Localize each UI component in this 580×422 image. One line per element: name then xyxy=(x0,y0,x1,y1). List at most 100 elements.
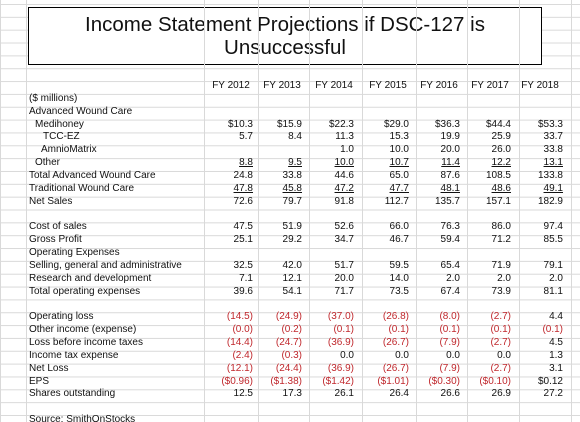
cell-value: 12.1 xyxy=(282,272,302,284)
cell-value: 14.0 xyxy=(389,272,409,284)
cell-value: $29.0 xyxy=(383,118,409,130)
row-label: Income tax expense xyxy=(29,349,119,361)
cell-value: 2.0 xyxy=(549,272,563,284)
cell-value: 44.6 xyxy=(334,169,354,181)
cell-value: 11.3 xyxy=(335,131,354,143)
cell-value: 25.9 xyxy=(491,131,511,143)
row-label: Other income (expense) xyxy=(29,324,137,336)
cell-value: 33.8 xyxy=(282,169,302,181)
column-header: FY 2014 xyxy=(315,80,353,91)
cell-value: (36.9) xyxy=(327,362,354,374)
cell-value: 59.5 xyxy=(389,259,409,271)
cell-value: (7.9) xyxy=(439,337,460,348)
cell-value: 52.6 xyxy=(334,221,354,233)
cell-value: (26.7) xyxy=(382,337,409,348)
cell-value: 73.9 xyxy=(491,285,511,297)
column-header: FY 2016 xyxy=(420,80,458,91)
cell-value: (24.4) xyxy=(275,362,302,374)
cell-value: (24.9) xyxy=(275,311,302,323)
row-label: Total Advanced Wound Care xyxy=(29,169,156,181)
cell-value: 8.4 xyxy=(288,131,302,143)
row-label: Loss before income taxes xyxy=(29,337,143,348)
column-header: FY 2015 xyxy=(369,80,407,91)
cell-value: $0.12 xyxy=(537,375,563,387)
row-label: Selling, general and administrative xyxy=(29,259,182,271)
cell-value: 12.2 xyxy=(491,157,511,169)
cell-value: 87.6 xyxy=(440,169,460,181)
cell-value: 71.7 xyxy=(334,285,354,297)
row-label: Net Loss xyxy=(29,362,69,374)
cell-value: 5.7 xyxy=(239,131,253,143)
cell-value: 79.7 xyxy=(282,195,302,207)
cell-value: (14.5) xyxy=(226,311,253,323)
cell-value: 11.4 xyxy=(441,157,460,169)
cell-value: (2.7) xyxy=(490,311,511,323)
cell-value: ($0.30) xyxy=(428,375,460,387)
cell-value: 15.3 xyxy=(389,131,409,143)
cell-value: 29.2 xyxy=(282,234,302,246)
cell-value: ($0.10) xyxy=(479,375,511,387)
source-note: Source: SmithOnStocks xyxy=(29,414,136,422)
cell-value: 39.6 xyxy=(233,285,253,297)
cell-value: 72.6 xyxy=(233,195,253,207)
cell-value: 2.0 xyxy=(497,272,511,284)
row-label: AmnioMatrix xyxy=(41,144,97,156)
row-label: Gross Profit xyxy=(29,234,82,246)
cell-value: 4.5 xyxy=(549,337,563,348)
cell-value: 34.7 xyxy=(334,234,354,246)
cell-value: (26.7) xyxy=(382,362,409,374)
cell-value: ($1.42) xyxy=(322,375,354,387)
cell-value: (7.9) xyxy=(439,362,460,374)
row-label: Medihoney xyxy=(35,118,84,130)
cell-value: 54.1 xyxy=(282,285,302,297)
cell-value: 17.3 xyxy=(282,388,302,400)
cell-value: 135.7 xyxy=(434,195,460,207)
cell-value: $36.3 xyxy=(434,118,460,130)
cell-value: (0.1) xyxy=(333,324,354,336)
cell-value: (0.2) xyxy=(281,324,302,336)
cell-value: (0.1) xyxy=(439,324,460,336)
cell-value: $44.4 xyxy=(485,118,511,130)
cell-value: 33.7 xyxy=(543,131,563,143)
cell-value: 10.0 xyxy=(389,144,409,156)
row-label: Shares outstanding xyxy=(29,388,116,400)
cell-value: 71.9 xyxy=(491,259,511,271)
cell-value: (0.1) xyxy=(542,324,563,336)
row-label: Cost of sales xyxy=(29,221,87,233)
cell-value: 112.7 xyxy=(384,195,409,207)
cell-value: (36.9) xyxy=(327,337,354,348)
cell-value: 26.6 xyxy=(440,388,460,400)
cell-value: 33.8 xyxy=(543,144,563,156)
cell-value: 12.5 xyxy=(233,388,253,400)
cell-value: 65.4 xyxy=(440,259,460,271)
grid-line xyxy=(519,0,520,422)
cell-value: 27.2 xyxy=(543,388,563,400)
cell-value: $53.3 xyxy=(537,118,563,130)
grid-line xyxy=(467,0,468,422)
cell-value: 47.2 xyxy=(334,182,354,194)
cell-value: 3.1 xyxy=(549,362,563,374)
row-label: Research and development xyxy=(29,272,152,284)
cell-value: $22.3 xyxy=(328,118,354,130)
cell-value: 85.5 xyxy=(543,234,563,246)
cell-value: (0.0) xyxy=(232,324,253,336)
grid-line xyxy=(416,0,417,422)
cell-value: 32.5 xyxy=(233,259,253,271)
cell-value: 133.8 xyxy=(537,169,563,181)
cell-value: 47.7 xyxy=(389,182,409,194)
cell-value: ($1.38) xyxy=(270,375,302,387)
cell-value: 47.8 xyxy=(233,182,253,194)
cell-value: 59.4 xyxy=(440,234,460,246)
row-label: Net Sales xyxy=(29,195,73,207)
cell-value: 79.1 xyxy=(543,259,563,271)
title-box: Income Statement Projections if DSC-127 … xyxy=(28,7,542,65)
grid-line xyxy=(204,0,205,422)
cell-value: (0.3) xyxy=(281,349,302,361)
cell-value: 25.1 xyxy=(233,234,253,246)
cell-value: 26.9 xyxy=(491,388,511,400)
cell-value: (2.7) xyxy=(490,362,511,374)
cell-value: 48.6 xyxy=(491,182,511,194)
cell-value: 1.3 xyxy=(549,349,563,361)
cell-value: 26.1 xyxy=(334,388,354,400)
